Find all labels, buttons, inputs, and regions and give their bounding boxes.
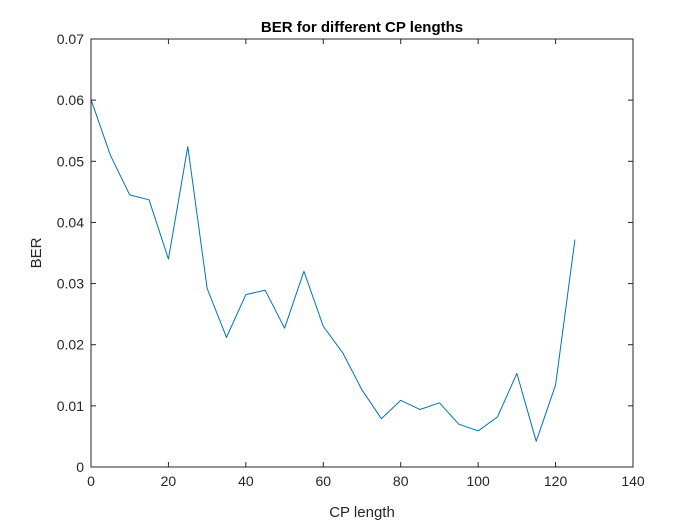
y-axis: 0 0.01 0.02 0.03 0.04 0.05 0.06 0.07 — [57, 31, 633, 475]
x-tick-label: 140 — [621, 473, 645, 489]
x-tick-label: 20 — [161, 473, 177, 489]
x-tick-label: 0 — [87, 473, 95, 489]
x-tick-label: 120 — [544, 473, 568, 489]
x-axis-label: CP length — [329, 504, 395, 521]
y-tick-label: 0.03 — [57, 276, 84, 292]
y-tick-label: 0.07 — [57, 31, 84, 47]
x-tick-label: 60 — [315, 473, 331, 489]
y-tick-label: 0.02 — [57, 337, 84, 353]
x-tick-label: 100 — [466, 473, 490, 489]
y-axis-label: BER — [28, 237, 45, 268]
x-tick-label: 40 — [238, 473, 254, 489]
x-tick-label: 80 — [393, 473, 409, 489]
ber-series-line — [90, 99, 576, 442]
y-tick-label: 0.05 — [57, 153, 84, 169]
chart-title: BER for different CP lengths — [261, 19, 463, 36]
y-tick-label: 0.04 — [57, 214, 84, 230]
plot-area — [91, 39, 633, 467]
x-axis: 0 20 40 60 80 100 120 140 — [87, 39, 645, 489]
series-layer — [90, 99, 576, 442]
y-tick-label: 0.01 — [57, 398, 84, 414]
y-tick-label: 0 — [76, 459, 84, 475]
axes-box — [90, 38, 634, 468]
y-tick-label: 0.06 — [57, 92, 84, 108]
